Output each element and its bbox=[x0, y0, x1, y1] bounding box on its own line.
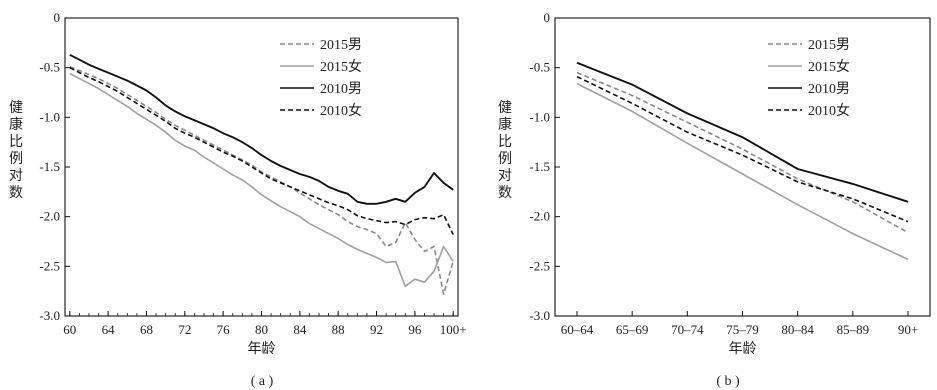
legend-label: 2010男 bbox=[320, 82, 362, 97]
x-tick-label: 64 bbox=[102, 322, 116, 337]
x-tick-label: 90+ bbox=[898, 322, 918, 337]
y-tick-label: 0 bbox=[544, 10, 551, 25]
y-tick-label: -0.5 bbox=[529, 60, 550, 75]
x-tick-label: 80 bbox=[255, 322, 268, 337]
x-tick-label: 60–64 bbox=[561, 322, 594, 337]
y-tick-label: -2.0 bbox=[529, 209, 550, 224]
y-tick-label: 0 bbox=[54, 10, 61, 25]
series-line-2015男 bbox=[69, 65, 454, 295]
series-line-2010男 bbox=[69, 53, 454, 205]
series-line-2015女 bbox=[69, 72, 454, 288]
legend-label: 2010女 bbox=[808, 102, 850, 119]
x-tick-label: 60 bbox=[63, 322, 76, 337]
plot-frame bbox=[554, 17, 931, 317]
x-tick-label: 80–84 bbox=[781, 322, 814, 337]
y-tick-label: -3.0 bbox=[39, 308, 60, 323]
legend-label: 2015男 bbox=[320, 38, 362, 53]
x-axis-label: 年龄 bbox=[729, 341, 757, 357]
legend-label: 2015女 bbox=[808, 58, 850, 75]
series-line-2015女 bbox=[576, 82, 909, 261]
y-axis-label: 健康比例对数 bbox=[9, 100, 23, 201]
legend-label: 2015女 bbox=[320, 58, 362, 75]
x-tick-label: 88 bbox=[332, 322, 345, 337]
x-tick-label: 96 bbox=[408, 322, 422, 337]
x-tick-label: 65–69 bbox=[616, 322, 649, 337]
series-line-2010男 bbox=[576, 61, 909, 203]
series-line-2010女 bbox=[69, 66, 454, 235]
x-tick-label: 70–74 bbox=[671, 322, 704, 337]
y-tick-label: -1.0 bbox=[529, 109, 550, 124]
y-tick-label: -1.5 bbox=[39, 159, 60, 174]
x-tick-label: 76 bbox=[217, 322, 231, 337]
y-tick-label: -0.5 bbox=[39, 60, 60, 75]
x-tick-label: 72 bbox=[178, 322, 191, 337]
y-tick-label: -2.5 bbox=[529, 258, 550, 273]
x-tick-label: 85–89 bbox=[837, 322, 870, 337]
y-tick-label: -1.5 bbox=[529, 159, 550, 174]
y-tick-label: -2.0 bbox=[39, 209, 60, 224]
y-axis-label: 健康比例对数 bbox=[498, 100, 512, 201]
panel-a-caption: ( a ) bbox=[251, 374, 274, 389]
legend-label: 2010女 bbox=[320, 102, 362, 119]
panel-b-caption: ( b ) bbox=[716, 374, 740, 389]
x-axis-label: 年龄 bbox=[248, 341, 276, 357]
x-tick-label: 68 bbox=[140, 322, 153, 337]
chart-panel-b: 0 -0.5 -1.0 -1.5 -2.0 -2.5 -3.0 60–64 65–69 70–74… bbox=[498, 10, 931, 357]
x-tick-label: 84 bbox=[293, 322, 307, 337]
y-tick-label: -3.0 bbox=[529, 308, 550, 323]
chart-panel-a: 0 -0.5 -1.0 -1.5 -2.0 -2.5 -3.060 64 68 72 76 80 84 8… bbox=[9, 10, 467, 357]
x-tick-label: 75–79 bbox=[726, 322, 759, 337]
x-tick-label: 100+ bbox=[440, 322, 467, 337]
y-tick-label: -1.0 bbox=[39, 109, 60, 124]
x-tick-label: 92 bbox=[370, 322, 383, 337]
series-line-2010女 bbox=[576, 75, 909, 223]
legend-label: 2010男 bbox=[808, 82, 850, 97]
legend-label: 2015男 bbox=[808, 38, 850, 53]
y-tick-label: -2.5 bbox=[39, 258, 60, 273]
series-line-2015男 bbox=[576, 71, 909, 234]
